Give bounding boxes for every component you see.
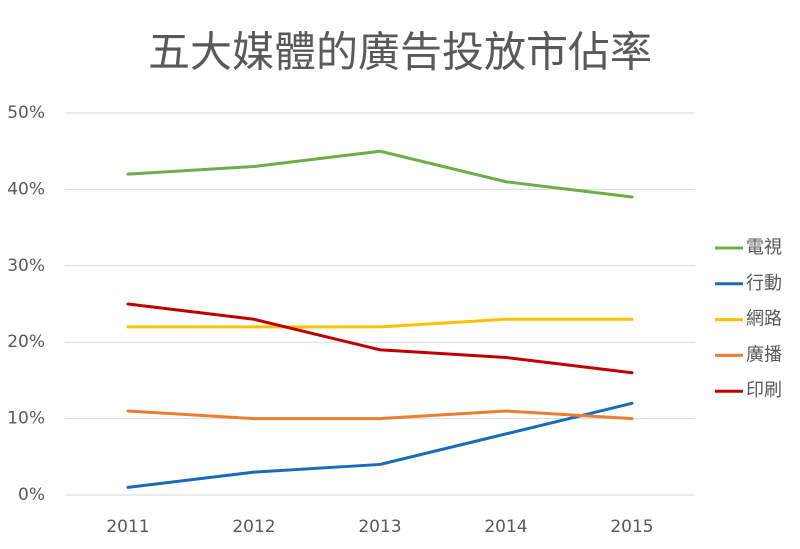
series-line — [126, 149, 634, 199]
chart-title: 五大媒體的廣告投放市佔率 — [148, 28, 652, 77]
legend-label: 行動 — [746, 273, 782, 294]
series-line — [126, 409, 634, 421]
legend-label: 廣播 — [746, 344, 782, 365]
y-tick-label: 10% — [7, 409, 45, 429]
x-tick-label: 2013 — [358, 517, 401, 537]
y-tick-label: 50% — [7, 103, 45, 123]
y-tick-label: 0% — [18, 485, 45, 505]
x-tick-label: 2012 — [232, 517, 275, 537]
series-line — [126, 302, 634, 375]
y-tick-label: 20% — [7, 332, 45, 352]
y-tick-label: 30% — [7, 256, 45, 276]
legend-label: 印刷 — [746, 380, 782, 401]
x-tick-label: 2015 — [610, 517, 653, 537]
series-line — [126, 401, 634, 489]
series-line — [126, 317, 634, 329]
legend-label: 網路 — [746, 309, 782, 330]
x-tick-label: 2011 — [106, 517, 149, 537]
legend-label: 電視 — [746, 237, 782, 258]
y-tick-label: 40% — [7, 179, 45, 199]
x-tick-label: 2014 — [484, 517, 527, 537]
